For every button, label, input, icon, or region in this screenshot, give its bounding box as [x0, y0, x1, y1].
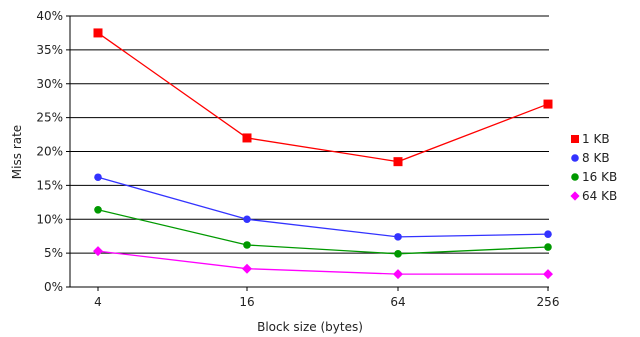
data-point	[571, 135, 579, 143]
series-line	[97, 250, 548, 275]
y-tick-label: 40%	[36, 9, 63, 23]
series-8-kb	[94, 173, 552, 241]
data-point	[544, 243, 552, 251]
data-point	[571, 173, 579, 181]
data-point	[570, 191, 580, 201]
series-1-kb	[93, 28, 553, 167]
x-tick-label: 64	[390, 295, 405, 309]
y-tick-label: 0%	[44, 280, 63, 294]
y-tick-label: 30%	[36, 77, 63, 91]
x-tick-label: 16	[239, 295, 254, 309]
x-tick-label: 4	[94, 295, 102, 309]
series-16-kb	[94, 205, 552, 258]
legend-label: 8 KB	[582, 151, 610, 165]
y-tick-label: 35%	[36, 43, 63, 57]
series-line	[97, 32, 549, 163]
legend-item: 64 KB	[570, 189, 617, 203]
data-point	[94, 205, 102, 214]
x-tick-labels: 4 16 64 256	[94, 287, 559, 309]
legend: 1 KB 8 KB 16 KB 64 KB	[570, 132, 617, 203]
legend-item: 8 KB	[571, 151, 610, 165]
legend-label: 16 KB	[582, 170, 617, 184]
series-64-kb	[93, 246, 553, 280]
data-point	[243, 241, 251, 249]
data-point	[571, 154, 579, 162]
x-axis-label: Block size (bytes)	[257, 320, 363, 334]
data-point	[242, 263, 252, 274]
y-tick-label: 25%	[36, 111, 63, 125]
y-tick-label: 10%	[36, 212, 63, 226]
data-point	[243, 215, 251, 224]
y-tick-labels: 0% 5% 10% 15% 20% 25% 30% 35% 40%	[36, 9, 70, 294]
data-point	[394, 250, 402, 258]
series-group	[93, 28, 553, 280]
y-axis-label: Miss rate	[10, 125, 24, 179]
legend-item: 1 KB	[571, 132, 610, 146]
data-point	[94, 173, 102, 182]
series-line	[97, 209, 549, 255]
legend-item: 16 KB	[571, 170, 617, 184]
data-point	[93, 246, 103, 257]
legend-label: 64 KB	[582, 189, 617, 203]
x-tick-label: 256	[537, 295, 560, 309]
gridlines	[70, 15, 549, 254]
data-point	[393, 157, 403, 167]
data-point	[93, 28, 103, 38]
y-tick-label: 5%	[44, 246, 63, 260]
data-point	[393, 269, 403, 280]
data-point	[544, 230, 552, 238]
data-point	[394, 233, 402, 241]
data-point	[543, 269, 553, 280]
data-point	[543, 99, 553, 109]
y-tick-label: 15%	[36, 178, 63, 192]
y-tick-label: 20%	[36, 145, 63, 159]
legend-label: 1 KB	[582, 132, 610, 146]
series-line	[97, 176, 549, 238]
data-point	[242, 133, 252, 143]
